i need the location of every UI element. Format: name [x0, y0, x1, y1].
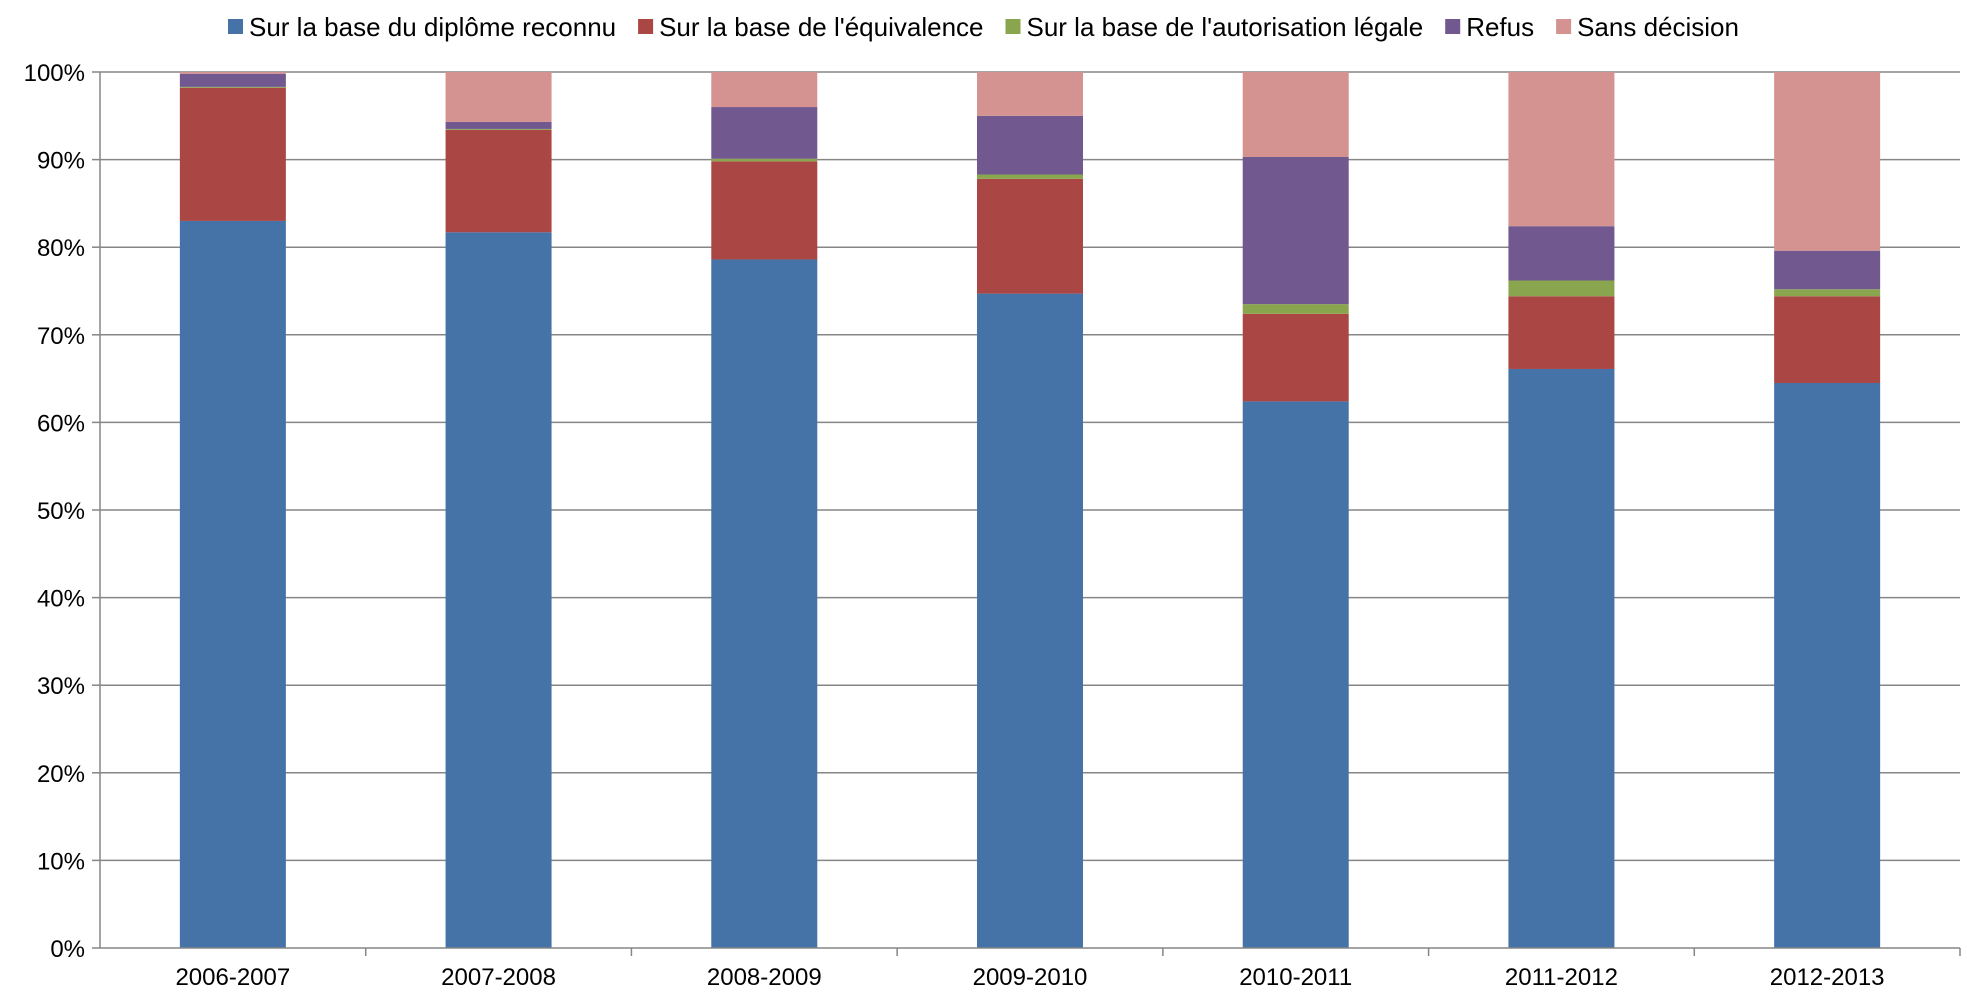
bar-segment-3 [1774, 289, 1881, 297]
y-tick-label: 40% [37, 586, 85, 613]
bar-segment-3 [977, 174, 1083, 179]
legend-item: Sur la base du diplôme reconnu [228, 12, 616, 42]
y-tick-label: 60% [37, 410, 85, 437]
bar-segment-2 [179, 87, 286, 221]
y-tick-label: 80% [37, 235, 85, 262]
bar-segment-1 [711, 259, 818, 949]
legend: Sur la base du diplôme reconnu Sur la bas… [228, 12, 1739, 42]
bar-segment-4 [1508, 226, 1615, 281]
bar-segment-5 [1774, 72, 1881, 251]
legend-label: Sur la base de l'autorisation légale [1027, 12, 1424, 42]
bars [179, 72, 1881, 949]
bar-segment-5 [445, 72, 552, 122]
bar-segment-1 [1242, 401, 1349, 948]
bar-segment-2 [1242, 313, 1349, 402]
y-tick-label: 30% [37, 673, 85, 700]
bar-segment-5 [179, 72, 286, 74]
x-tick-label: 2009-2010 [973, 964, 1088, 991]
legend-item: Sur la base de l'autorisation légale [1005, 12, 1424, 42]
legend-swatch [1005, 19, 1021, 34]
bar-segment-2 [1508, 296, 1615, 369]
y-tick-label: 20% [37, 761, 85, 788]
legend-label: Refus [1466, 12, 1534, 42]
axes: 0% 10% 20% 30% 40% 50% 60% 70% 80% 90% 100% 2006-20… [24, 60, 1961, 991]
bar-segment-4 [1774, 250, 1881, 290]
bar-segment-4 [711, 107, 818, 159]
legend-label: Sans décision [1577, 12, 1739, 42]
x-tick-label: 2007-2008 [441, 964, 556, 991]
legend-item: Refus [1445, 12, 1534, 42]
bar-segment-1 [179, 220, 286, 949]
legend-swatch [1445, 19, 1461, 34]
bar-segment-2 [1774, 296, 1881, 383]
bar-segment-1 [977, 293, 1083, 948]
legend-item: Sur la base de l'équivalence [638, 12, 984, 42]
x-tick-label: 2011-2012 [1505, 964, 1618, 991]
bar-segment-2 [711, 161, 818, 260]
legend-swatch [228, 19, 243, 34]
bar-segment-4 [179, 73, 286, 87]
y-tick-label: 0% [50, 936, 85, 963]
legend-label: Sur la base de l'équivalence [659, 12, 983, 42]
bar-segment-1 [445, 232, 552, 948]
x-tick-label: 2008-2009 [707, 964, 822, 991]
bar-segment-3 [179, 86, 286, 88]
bar-segment-3 [1508, 280, 1615, 297]
y-tick-label: 100% [24, 60, 85, 87]
bar-segment-5 [1508, 72, 1615, 227]
bar-segment-1 [1508, 368, 1615, 949]
y-tick-label: 90% [37, 148, 85, 175]
bar-segment-5 [711, 72, 818, 108]
bar-segment-2 [977, 178, 1083, 294]
bar-segment-3 [711, 158, 818, 162]
bar-segment-2 [445, 129, 552, 233]
bar-segment-4 [1242, 156, 1349, 305]
legend-label: Sur la base du diplôme reconnu [249, 12, 616, 42]
bar-segment-5 [977, 72, 1083, 116]
bar-segment-3 [445, 128, 552, 130]
bar-segment-3 [1242, 304, 1349, 314]
legend-swatch [638, 19, 654, 34]
y-tick-label: 50% [37, 498, 85, 525]
bar-segment-4 [977, 115, 1083, 175]
bar-segment-4 [445, 121, 552, 129]
legend-swatch [1556, 19, 1572, 34]
bar-segment-1 [1774, 382, 1881, 949]
legend-item: Sans décision [1556, 12, 1739, 42]
y-tick-label: 70% [37, 323, 85, 350]
x-tick-label: 2012-2013 [1770, 964, 1885, 991]
x-tick-label: 2010-2011 [1239, 964, 1352, 991]
x-tick-label: 2006-2007 [175, 964, 290, 991]
y-tick-label: 10% [37, 848, 85, 875]
bar-segment-5 [1242, 72, 1349, 157]
